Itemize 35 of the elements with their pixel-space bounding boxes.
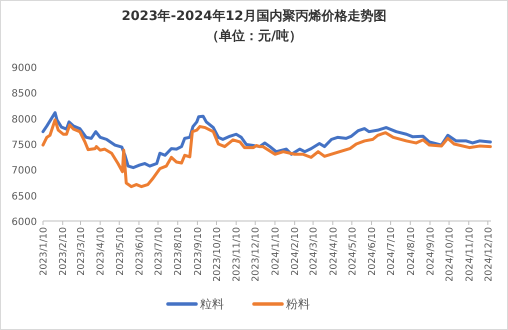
y-tick-label: 7500 [12,140,37,151]
x-tick-label: 2023/11/10 [232,227,243,282]
x-tick-label: 2024/8/10 [406,227,417,276]
y-tick-label: 9000 [12,63,37,74]
x-tick-label: 2024/1/10 [270,227,282,276]
x-tick-label: 2023/12/10 [250,227,262,282]
x-tick-label: 2023/2/10 [58,227,70,276]
x-tick-label: 2023/7/10 [154,227,165,276]
x-tick-label: 2023/5/10 [114,227,126,276]
x-tick-label: 2023/1/10 [38,227,50,276]
legend-label: 粉料 [286,297,310,311]
x-tick-label: 2023/3/10 [76,227,87,276]
x-tick-label: 2023/9/10 [192,227,204,276]
legend-label: 粒料 [200,297,224,311]
x-tick-label: 2024/7/10 [386,227,398,276]
x-tick-label: 2023/10/10 [212,227,223,282]
title: 2023年-2024年12月国内聚丙烯价格走势图 [122,9,386,24]
y-tick-label: 7000 [12,166,37,177]
x-tick-label: 2024/11/10 [464,227,476,282]
x-tick-label: 2023/6/10 [134,227,146,276]
y-tick-label: 6000 [12,217,37,228]
y-tick-label: 6500 [12,191,37,202]
x-tick-label: 2024/10/10 [444,227,456,282]
x-tick-label: 2024/4/10 [328,227,340,276]
x-tick-label: 2024/9/10 [425,227,436,276]
x-tick-label: 2024/3/10 [308,227,320,276]
x-tick-label: 2024/2/10 [290,227,302,276]
x-tick-label: 2024/6/10 [367,227,378,276]
x-tick-label: 2024/12/10 [483,227,494,282]
x-tick-label: 2023/4/10 [96,227,107,276]
subtitle: （单位：元/吨） [206,29,302,44]
x-tick-label: 2023/8/10 [173,227,184,276]
y-tick-label: 8000 [12,114,37,126]
x-tick-label: 2024/5/10 [347,227,358,276]
y-tick-label: 8500 [12,88,37,100]
